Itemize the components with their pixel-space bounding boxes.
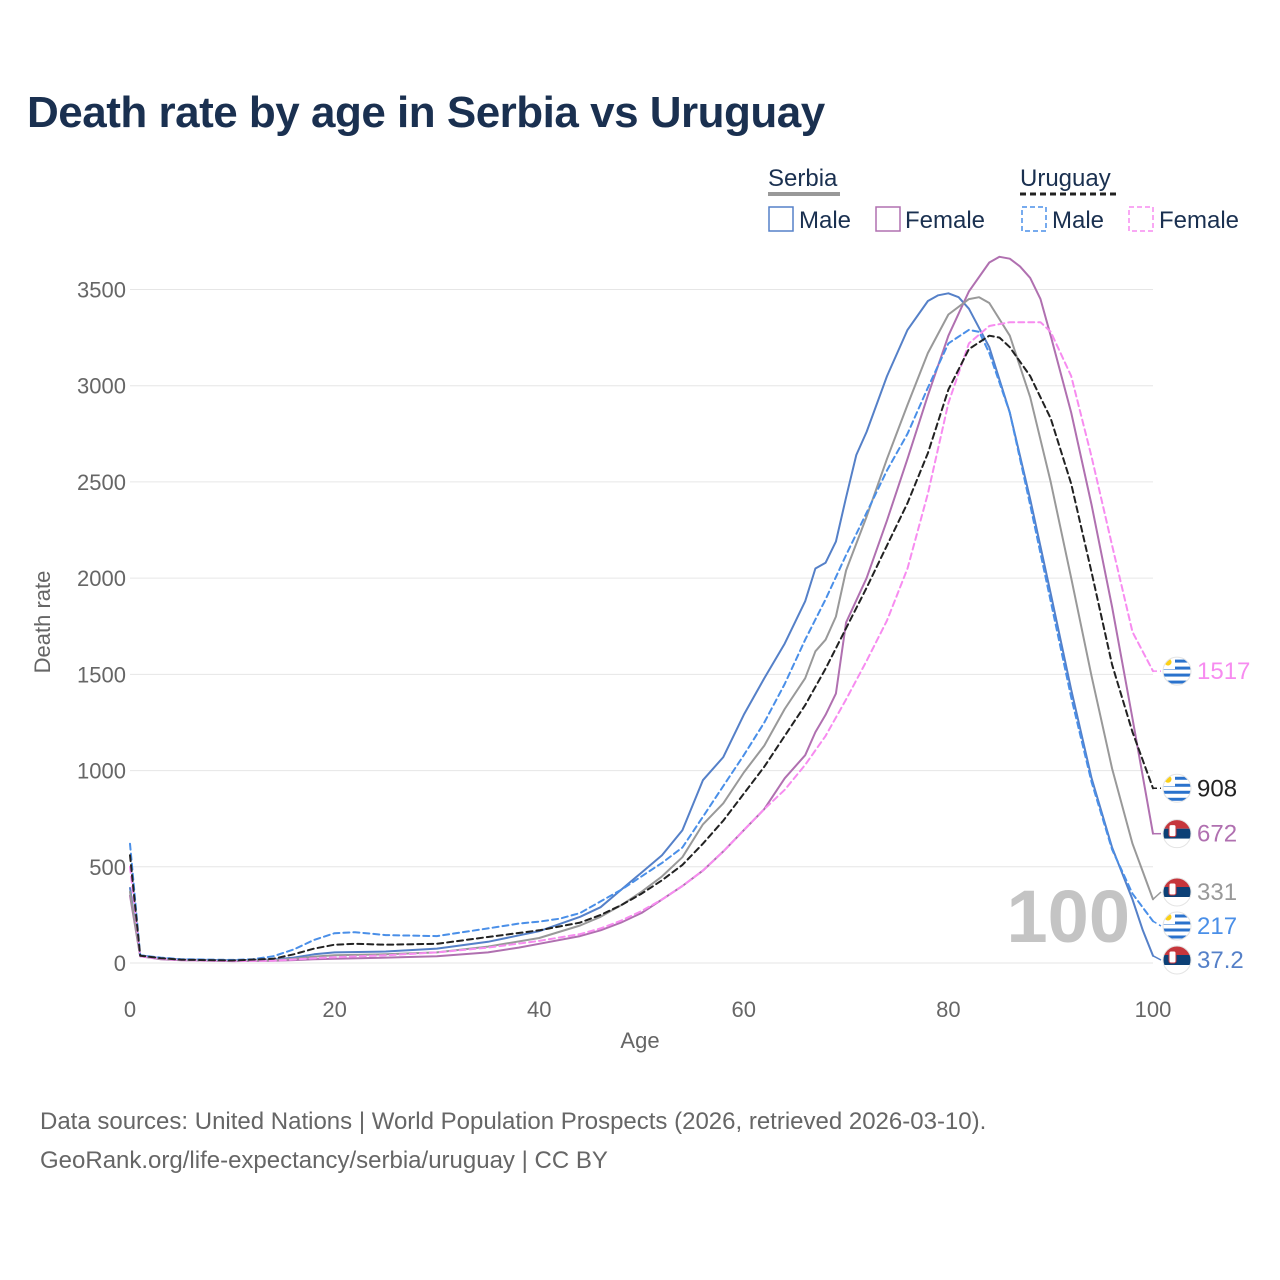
y-tick-label: 2000 [77, 566, 126, 591]
end-connector [1152, 920, 1162, 927]
x-tick-label: 0 [124, 997, 136, 1022]
uruguay-flag-icon [1162, 911, 1192, 941]
end-label-serbia-total: 331 [1197, 879, 1237, 906]
series-line-uruguay-male [129, 328, 1154, 961]
legend: Serbia Uruguay Male Female Male Female [768, 165, 1239, 234]
serbia-flag-icon [1162, 819, 1192, 849]
series-line-uruguay-female [129, 321, 1154, 963]
y-tick-label: 2500 [77, 470, 126, 495]
legend-label-serbia-male: Male [799, 207, 851, 234]
legend-swatch-serbia-male[interactable] [768, 206, 794, 232]
x-axis: 0 20 40 60 80 100 [124, 997, 1171, 1022]
y-tick-label: 500 [89, 855, 126, 880]
grid [130, 288, 1153, 964]
end-label-uruguay-male: 217 [1197, 913, 1237, 940]
end-connector [1152, 891, 1162, 900]
y-axis: 0 500 1000 1500 2000 2500 3000 3500 [77, 277, 126, 976]
x-tick-label: 100 [1135, 997, 1172, 1022]
series-line-serbia-total [129, 296, 1154, 962]
x-tick-label: 60 [732, 997, 756, 1022]
x-tick-label: 40 [527, 997, 551, 1022]
end-label-serbia-female: 672 [1197, 821, 1237, 848]
series-lines [129, 255, 1154, 963]
series-line-serbia-male [129, 292, 1154, 962]
end-label-serbia-male: 37.2 [1197, 947, 1244, 974]
x-tick-label: 20 [322, 997, 346, 1022]
source-url[interactable]: GeoRank.org/life-expectancy/serbia/urugu… [40, 1147, 608, 1174]
legend-swatch-uruguay-male[interactable] [1021, 206, 1047, 232]
end-labels: 1517 908 672 331 217 37.2 [1152, 656, 1250, 975]
y-tick-label: 1500 [77, 662, 126, 687]
y-tick-label: 0 [114, 951, 126, 976]
legend-group-serbia: Serbia [768, 165, 838, 192]
end-label-uruguay-total: 908 [1197, 775, 1237, 802]
legend-group-uruguay: Uruguay [1020, 165, 1111, 192]
series-line-serbia-female [129, 255, 1154, 963]
serbia-flag-icon [1162, 945, 1192, 975]
x-tick-label: 80 [936, 997, 960, 1022]
legend-swatch-uruguay-female[interactable] [1128, 206, 1154, 232]
y-tick-label: 1000 [77, 759, 126, 784]
end-label-uruguay-female: 1517 [1197, 658, 1250, 685]
uruguay-flag-icon [1162, 773, 1192, 803]
legend-label-uruguay-female: Female [1159, 207, 1239, 234]
serbia-flag-icon [1162, 877, 1192, 907]
chart-title: Death rate by age in Serbia vs Uruguay [27, 88, 825, 137]
y-tick-label: 3500 [77, 277, 126, 302]
uruguay-flag-icon [1162, 656, 1192, 686]
y-tick-label: 3000 [77, 374, 126, 399]
age-watermark: 100 [1007, 875, 1130, 958]
legend-label-uruguay-male: Male [1052, 207, 1104, 234]
y-axis-label: Death rate [30, 571, 55, 674]
source-note: Data sources: United Nations | World Pop… [40, 1108, 987, 1135]
end-connector [1152, 955, 1162, 961]
x-axis-label: Age [620, 1028, 659, 1053]
legend-label-serbia-female: Female [905, 207, 985, 234]
series-line-uruguay-total [129, 334, 1154, 962]
legend-swatch-serbia-female[interactable] [875, 206, 901, 232]
